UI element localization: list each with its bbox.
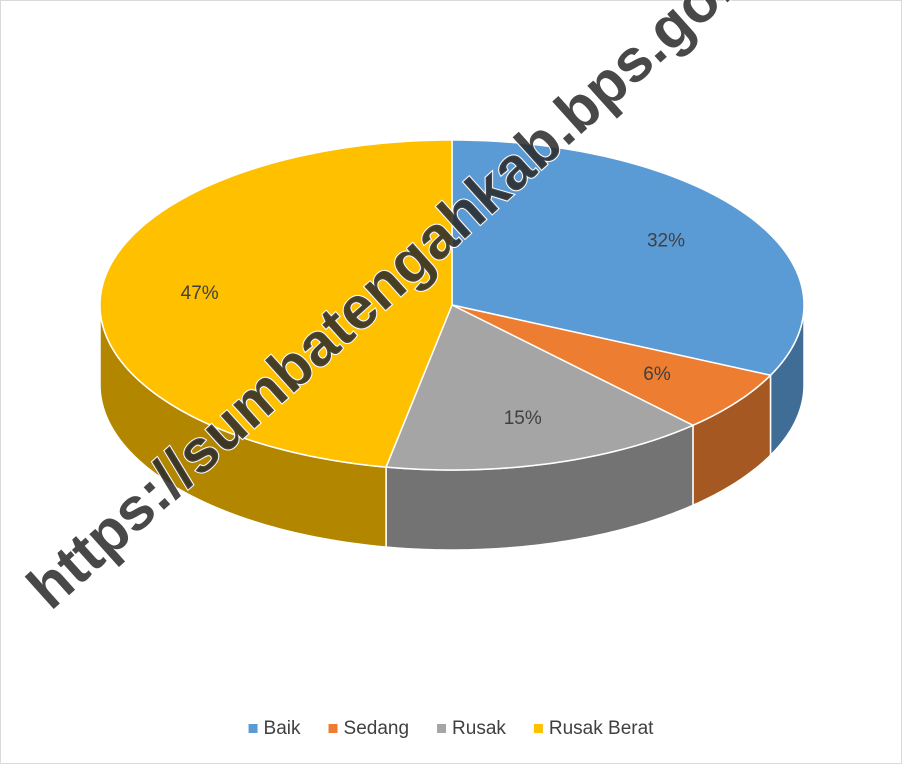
data-label: 6%	[643, 364, 671, 385]
legend-swatch	[248, 724, 258, 733]
slice	[451, 304, 773, 427]
legend-swatch	[533, 724, 543, 733]
data-label: 47%	[181, 283, 219, 304]
slice	[451, 139, 805, 377]
legend: Baik Sedang Rusak Rusak Berat	[248, 718, 654, 739]
legend-label: Sedang	[344, 718, 410, 739]
legend-label: Rusak	[452, 718, 506, 739]
legend-swatch	[437, 724, 447, 733]
slice	[99, 139, 453, 468]
pie: 32% 6% 15% 47%	[99, 139, 805, 551]
slice	[384, 303, 695, 471]
data-label: 15%	[504, 408, 542, 429]
legend-label: Rusak Berat	[549, 718, 654, 739]
legend-swatch	[328, 724, 338, 733]
legend-label: Baik	[264, 718, 301, 739]
data-label: 32%	[647, 230, 685, 251]
